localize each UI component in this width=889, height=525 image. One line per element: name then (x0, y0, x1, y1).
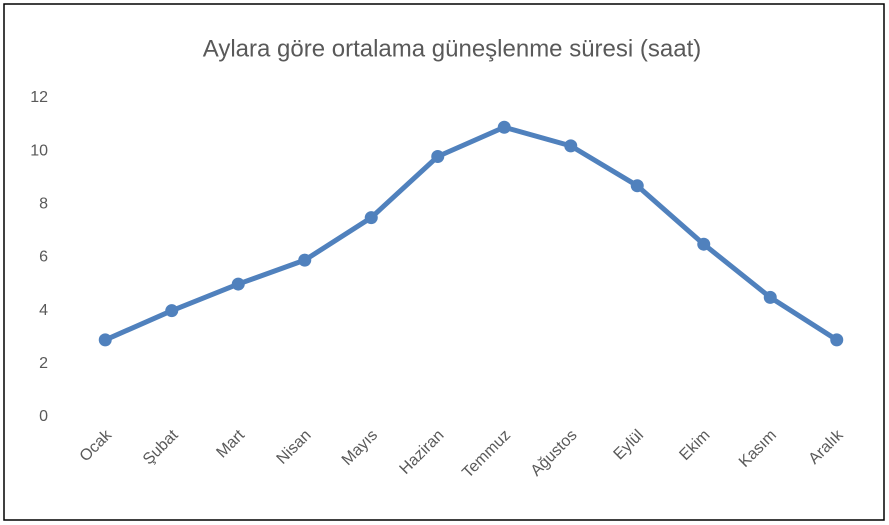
marker (830, 333, 844, 347)
y-tick-label: 2 (39, 355, 48, 372)
y-tick-label: 8 (39, 196, 48, 213)
y-tick-label: 10 (30, 142, 48, 159)
y-tick-label: 4 (39, 302, 48, 319)
marker (697, 237, 711, 251)
y-tick-label: 0 (39, 408, 48, 425)
marker (564, 139, 578, 153)
chart-border (3, 3, 885, 521)
y-tick-label: 12 (30, 89, 48, 106)
marker (630, 179, 644, 193)
marker (98, 333, 112, 347)
marker (165, 304, 179, 318)
marker (763, 290, 777, 304)
y-tick-label: 6 (39, 249, 48, 266)
line (102, 124, 840, 343)
marker (364, 211, 378, 225)
marker (497, 120, 511, 134)
marker (231, 277, 245, 291)
marker (431, 149, 445, 163)
marker (298, 253, 312, 267)
chart-title: Aylara göre ortalama güneşlenme süresi (… (203, 35, 701, 62)
